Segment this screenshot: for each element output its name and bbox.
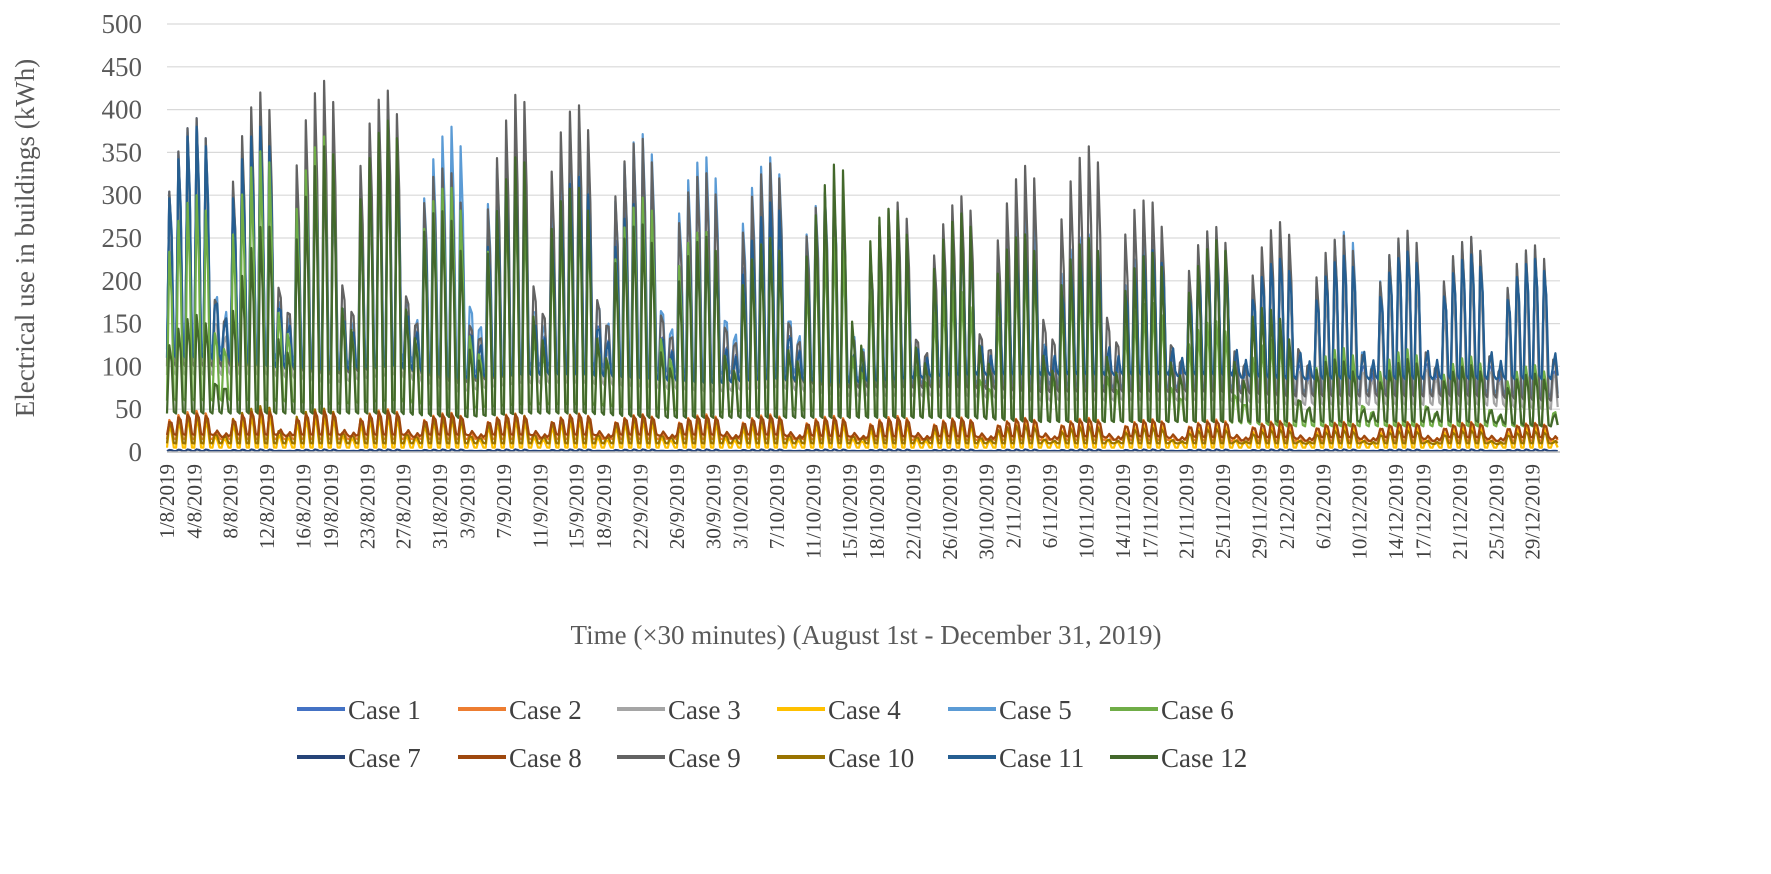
y-tick-label: 150 — [102, 309, 143, 339]
x-tick-label: 7/10/2019 — [765, 464, 789, 549]
y-tick-label: 250 — [102, 223, 143, 253]
y-tick-label: 350 — [102, 137, 143, 167]
x-tick-label: 19/8/2019 — [319, 464, 343, 549]
legend-item-case-1: Case 1 — [297, 695, 421, 725]
x-tick-label: 30/9/2019 — [701, 464, 725, 549]
legend-item-case-3: Case 3 — [617, 695, 741, 725]
legend-label: Case 1 — [348, 695, 421, 725]
x-tick-label: 29/12/2019 — [1521, 464, 1545, 560]
x-tick-label: 12/8/2019 — [255, 464, 279, 549]
x-tick-label: 17/12/2019 — [1411, 464, 1435, 560]
legend-item-case-11: Case 11 — [948, 743, 1084, 773]
x-tick-label: 7/9/2019 — [492, 464, 516, 539]
x-tick-label: 29/11/2019 — [1248, 464, 1272, 559]
legend-label: Case 12 — [1161, 743, 1247, 773]
x-tick-label: 14/11/2019 — [1111, 464, 1135, 559]
series-line-case-8 — [165, 408, 1559, 443]
series-line-case-7 — [166, 448, 1558, 453]
x-tick-labels: 1/8/2019 4/8/2019 8/8/2019 12/8/2019 16/8/20… — [155, 464, 1545, 560]
legend-label: Case 8 — [509, 743, 582, 773]
x-tick-label: 27/8/2019 — [392, 464, 416, 549]
x-tick-label: 23/8/2019 — [355, 464, 379, 549]
x-tick-label: 21/12/2019 — [1448, 464, 1472, 560]
x-tick-label: 18/9/2019 — [592, 464, 616, 549]
x-tick-label: 1/8/2019 — [155, 464, 179, 539]
legend-label: Case 9 — [668, 743, 741, 773]
y-tick-label: 0 — [129, 437, 143, 467]
x-tick-label: 25/12/2019 — [1484, 464, 1508, 560]
legend-label: Case 2 — [509, 695, 582, 725]
series-line-case-11 — [165, 125, 1559, 385]
x-tick-label: 3/9/2019 — [455, 464, 479, 539]
x-tick-label: 11/10/2019 — [801, 464, 825, 559]
x-tick-label: 6/12/2019 — [1311, 464, 1335, 549]
y-tick-label: 500 — [102, 9, 143, 39]
legend-label: Case 7 — [348, 743, 421, 773]
x-tick-label: 8/8/2019 — [219, 464, 243, 539]
legend-item-case-7: Case 7 — [297, 743, 421, 773]
x-tick-label: 4/8/2019 — [182, 464, 206, 539]
x-tick-label: 21/11/2019 — [1175, 464, 1199, 559]
x-tick-label: 25/11/2019 — [1211, 464, 1235, 559]
x-tick-label: 11/9/2019 — [528, 464, 552, 548]
x-tick-label: 18/10/2019 — [865, 464, 889, 560]
x-tick-label: 22/9/2019 — [628, 464, 652, 549]
x-tick-label: 6/11/2019 — [1038, 464, 1062, 548]
legend-label: Case 5 — [999, 695, 1072, 725]
series-line-case-12 — [165, 119, 1559, 428]
y-tick-label: 100 — [102, 351, 143, 381]
legend-label: Case 3 — [668, 695, 741, 725]
legend-item-case-12: Case 12 — [1110, 743, 1247, 773]
y-tick-label: 200 — [102, 266, 143, 296]
x-tick-label: 17/11/2019 — [1138, 464, 1162, 559]
x-axis-title: Time (×30 minutes) (August 1st - Decembe… — [571, 620, 1162, 650]
legend-item-case-2: Case 2 — [458, 695, 582, 725]
legend: Case 1 Case 2 Case 3 Case 4 Case 5 Case 6 Case… — [297, 695, 1247, 773]
y-tick-labels: 0 50 100 150 200 250 300 350 400 450 500 — [102, 9, 143, 467]
y-axis-title: Electrical use in buildings (kWh) — [10, 59, 40, 417]
x-tick-label: 22/10/2019 — [902, 464, 926, 560]
x-tick-label: 31/8/2019 — [428, 464, 452, 549]
legend-label: Case 11 — [999, 743, 1084, 773]
x-tick-label: 3/10/2019 — [729, 464, 753, 549]
x-tick-label: 26/10/2019 — [938, 464, 962, 560]
x-tick-label: 26/9/2019 — [665, 464, 689, 549]
x-tick-label: 16/8/2019 — [292, 464, 316, 549]
legend-item-case-8: Case 8 — [458, 743, 582, 773]
x-tick-label: 15/10/2019 — [838, 464, 862, 560]
legend-item-case-10: Case 10 — [777, 743, 914, 773]
y-tick-label: 300 — [102, 180, 143, 210]
legend-item-case-5: Case 5 — [948, 695, 1072, 725]
x-tick-label: 2/11/2019 — [1002, 464, 1026, 548]
legend-label: Case 10 — [828, 743, 914, 773]
x-tick-label: 30/10/2019 — [974, 464, 998, 560]
x-tick-label: 14/12/2019 — [1384, 464, 1408, 560]
y-tick-label: 50 — [115, 394, 142, 424]
y-tick-label: 450 — [102, 52, 143, 82]
legend-item-case-6: Case 6 — [1110, 695, 1234, 725]
x-tick-label: 2/12/2019 — [1275, 464, 1299, 549]
legend-label: Case 6 — [1161, 695, 1234, 725]
legend-label: Case 4 — [828, 695, 901, 725]
series-lines — [165, 79, 1559, 453]
x-tick-label: 10/12/2019 — [1348, 464, 1372, 560]
y-tick-label: 400 — [102, 95, 143, 125]
legend-item-case-9: Case 9 — [617, 743, 741, 773]
x-tick-label: 10/11/2019 — [1075, 464, 1099, 559]
legend-item-case-4: Case 4 — [777, 695, 901, 725]
x-tick-label: 15/9/2019 — [565, 464, 589, 549]
